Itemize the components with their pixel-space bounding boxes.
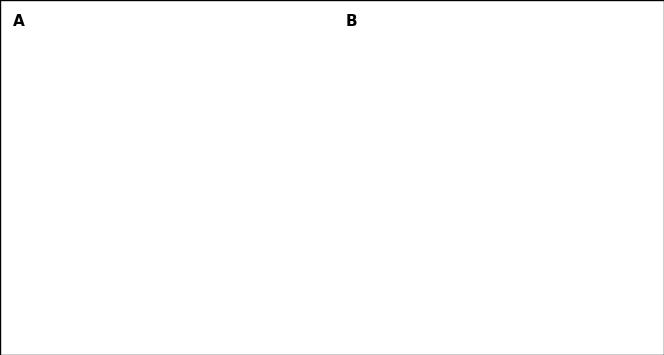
Circle shape — [166, 148, 189, 172]
Text: B: B — [345, 14, 357, 29]
Text: A: A — [13, 14, 25, 29]
Circle shape — [166, 148, 189, 172]
Polygon shape — [62, 198, 76, 219]
Polygon shape — [69, 198, 82, 212]
